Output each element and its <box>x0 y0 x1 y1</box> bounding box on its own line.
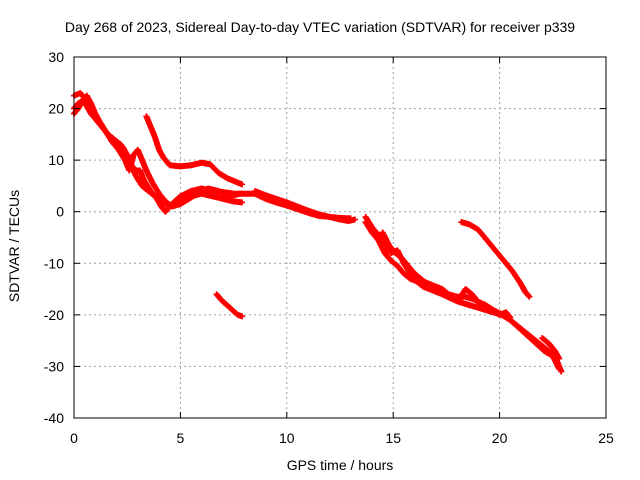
series-track-c <box>71 90 246 210</box>
plot-frame <box>73 56 607 419</box>
series-track-i <box>379 229 565 375</box>
y-tick-label: 20 <box>48 101 64 117</box>
data-point-run <box>143 168 156 186</box>
x-tick-label: 25 <box>598 430 614 446</box>
data-point-run <box>501 258 515 274</box>
chart-title: Day 268 of 2023, Sidereal Day-to-day VTE… <box>64 19 576 35</box>
data-point-run <box>380 230 392 248</box>
data-point <box>239 199 246 206</box>
y-axis-label: SDTVAR / TECUs <box>6 189 22 303</box>
data-point-run <box>235 312 244 319</box>
series-track-j <box>458 219 533 300</box>
data-point <box>526 293 533 300</box>
data-point-run <box>150 181 162 196</box>
y-tick-label: -20 <box>44 307 64 323</box>
y-tick-label: -10 <box>44 255 64 271</box>
data-point-run <box>88 106 100 121</box>
data-point <box>239 313 246 320</box>
series-track-k <box>539 335 563 362</box>
x-tick-label: 15 <box>385 430 401 446</box>
y-tick-label: -30 <box>44 358 64 374</box>
data-point-run <box>510 269 524 286</box>
data-point-run <box>218 297 228 306</box>
y-tick-label: 10 <box>48 152 64 168</box>
data-point-run <box>116 147 128 163</box>
data-point-run <box>363 220 375 235</box>
data-point-run <box>208 162 221 176</box>
data-point-run <box>227 304 236 314</box>
data-point <box>556 355 563 362</box>
series-track-a <box>71 97 354 222</box>
series-track-f <box>251 188 358 224</box>
x-tick-label: 0 <box>70 430 78 446</box>
y-tick-label: 0 <box>56 204 64 220</box>
series-track-g <box>362 213 514 321</box>
series-track-d <box>143 113 246 188</box>
data-point-run <box>126 158 139 178</box>
data-point-run <box>82 96 94 111</box>
grid <box>74 57 606 418</box>
data-point <box>351 216 358 223</box>
x-tick-label: 10 <box>279 430 295 446</box>
data-point-run <box>120 145 132 163</box>
data-point <box>558 368 565 375</box>
data-point <box>239 181 246 188</box>
y-tick-label: -40 <box>44 410 64 426</box>
ticks: 0 5 10 15 20 25 -40 -30 -20 -10 0 10 20 30 <box>44 49 614 446</box>
x-tick-label: 5 <box>177 430 185 446</box>
data-point-run <box>484 237 498 253</box>
series-group <box>71 90 565 375</box>
x-axis-label: GPS time / hours <box>286 457 394 473</box>
data-point-run <box>95 116 107 132</box>
series-track-e <box>213 291 246 320</box>
y-tick-label: 30 <box>48 49 64 65</box>
data-point-run <box>493 248 507 263</box>
x-tick-label: 20 <box>492 430 508 446</box>
data-point-run <box>476 227 490 243</box>
data-point-run <box>375 238 388 255</box>
data-point-run <box>133 173 145 188</box>
data-point <box>236 190 243 197</box>
